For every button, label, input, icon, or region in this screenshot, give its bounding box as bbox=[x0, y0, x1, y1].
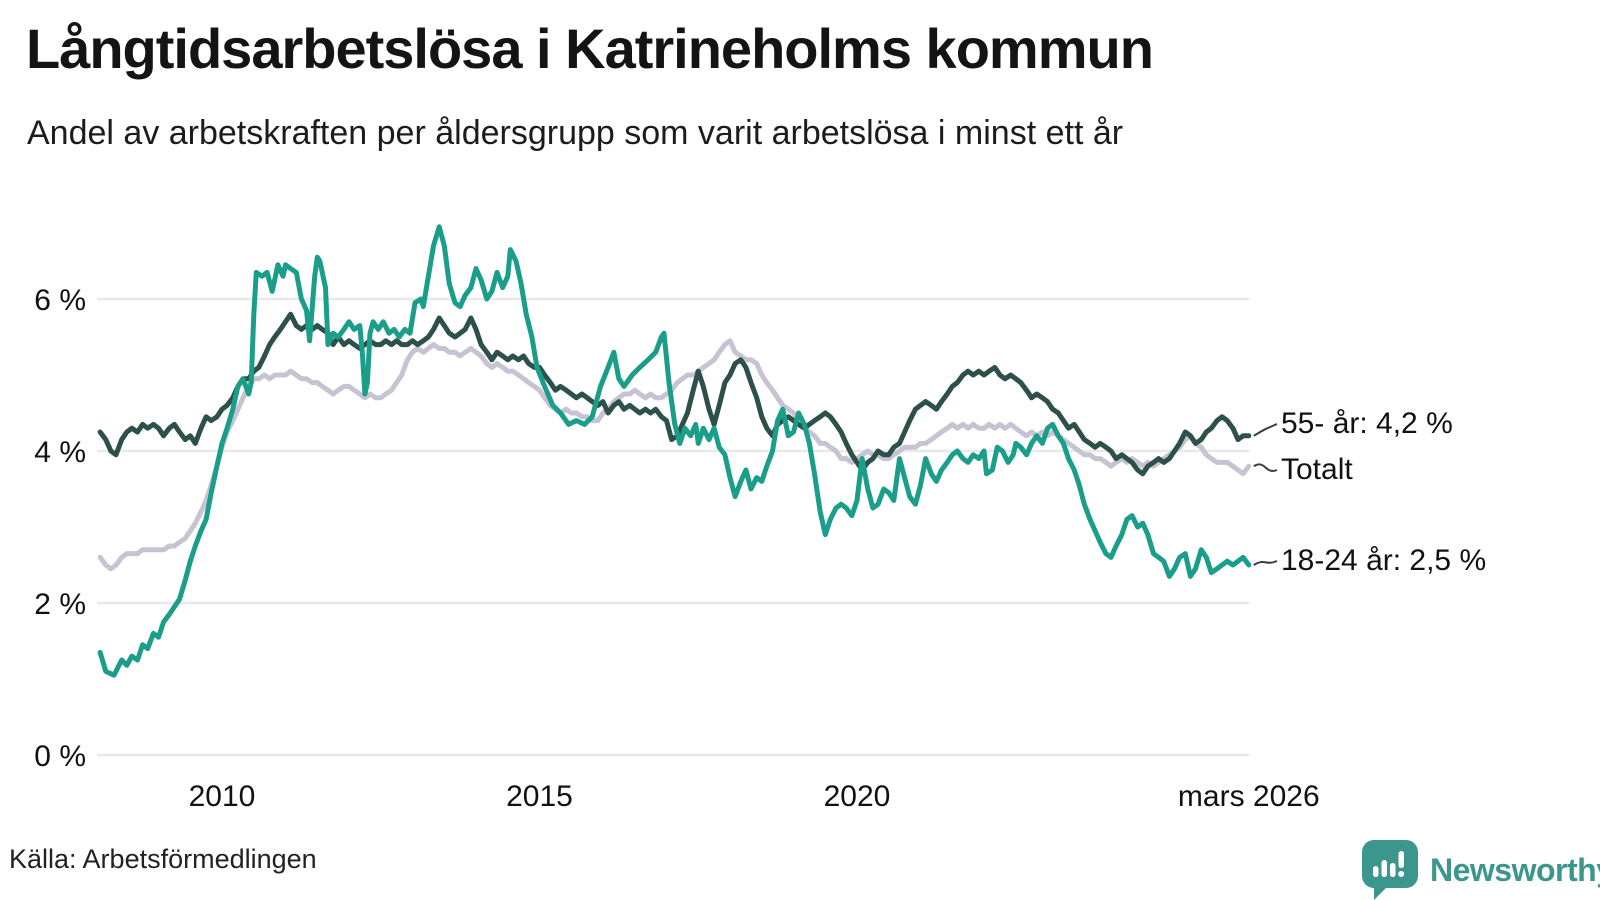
label-connector-55-ar bbox=[1253, 423, 1278, 437]
series-line-18-24-ar[interactable] bbox=[97, 224, 1252, 678]
source-note: Källa: Arbetsförmedlingen bbox=[9, 844, 317, 874]
x-tick-label: 2020 bbox=[824, 780, 891, 813]
y-tick-label: 0 % bbox=[34, 740, 86, 773]
label-connector-totalt bbox=[1253, 463, 1278, 472]
x-tick-label: 2010 bbox=[189, 780, 256, 813]
series-line-totalt[interactable] bbox=[97, 338, 1252, 572]
y-tick-label: 4 % bbox=[34, 436, 86, 469]
y-tick-label: 6 % bbox=[34, 284, 86, 317]
y-tick-label: 2 % bbox=[34, 588, 86, 621]
newsworthy-logo-link[interactable]: Newsworthy bbox=[1362, 840, 1600, 900]
series-end-label-18-24-ar: 18-24 år: 2,5 % bbox=[1281, 544, 1487, 577]
newsworthy-wordmark: Newsworthy bbox=[1430, 851, 1600, 888]
series-end-label-totalt: Totalt bbox=[1281, 453, 1353, 486]
page-title: Långtidsarbetslösa i Katrineholms kommun bbox=[26, 17, 1154, 80]
series-end-label-55-ar: 55- år: 4,2 % bbox=[1281, 407, 1453, 440]
page-subtitle: Andel av arbetskraften per åldersgrupp s… bbox=[27, 114, 1124, 152]
x-tick-label: 2015 bbox=[506, 780, 573, 813]
newsworthy-icon bbox=[1362, 840, 1418, 900]
x-tick-label: mars 2026 bbox=[1178, 780, 1320, 813]
series-line-55-ar[interactable] bbox=[97, 311, 1252, 477]
label-connector-18-24-ar bbox=[1253, 560, 1278, 566]
